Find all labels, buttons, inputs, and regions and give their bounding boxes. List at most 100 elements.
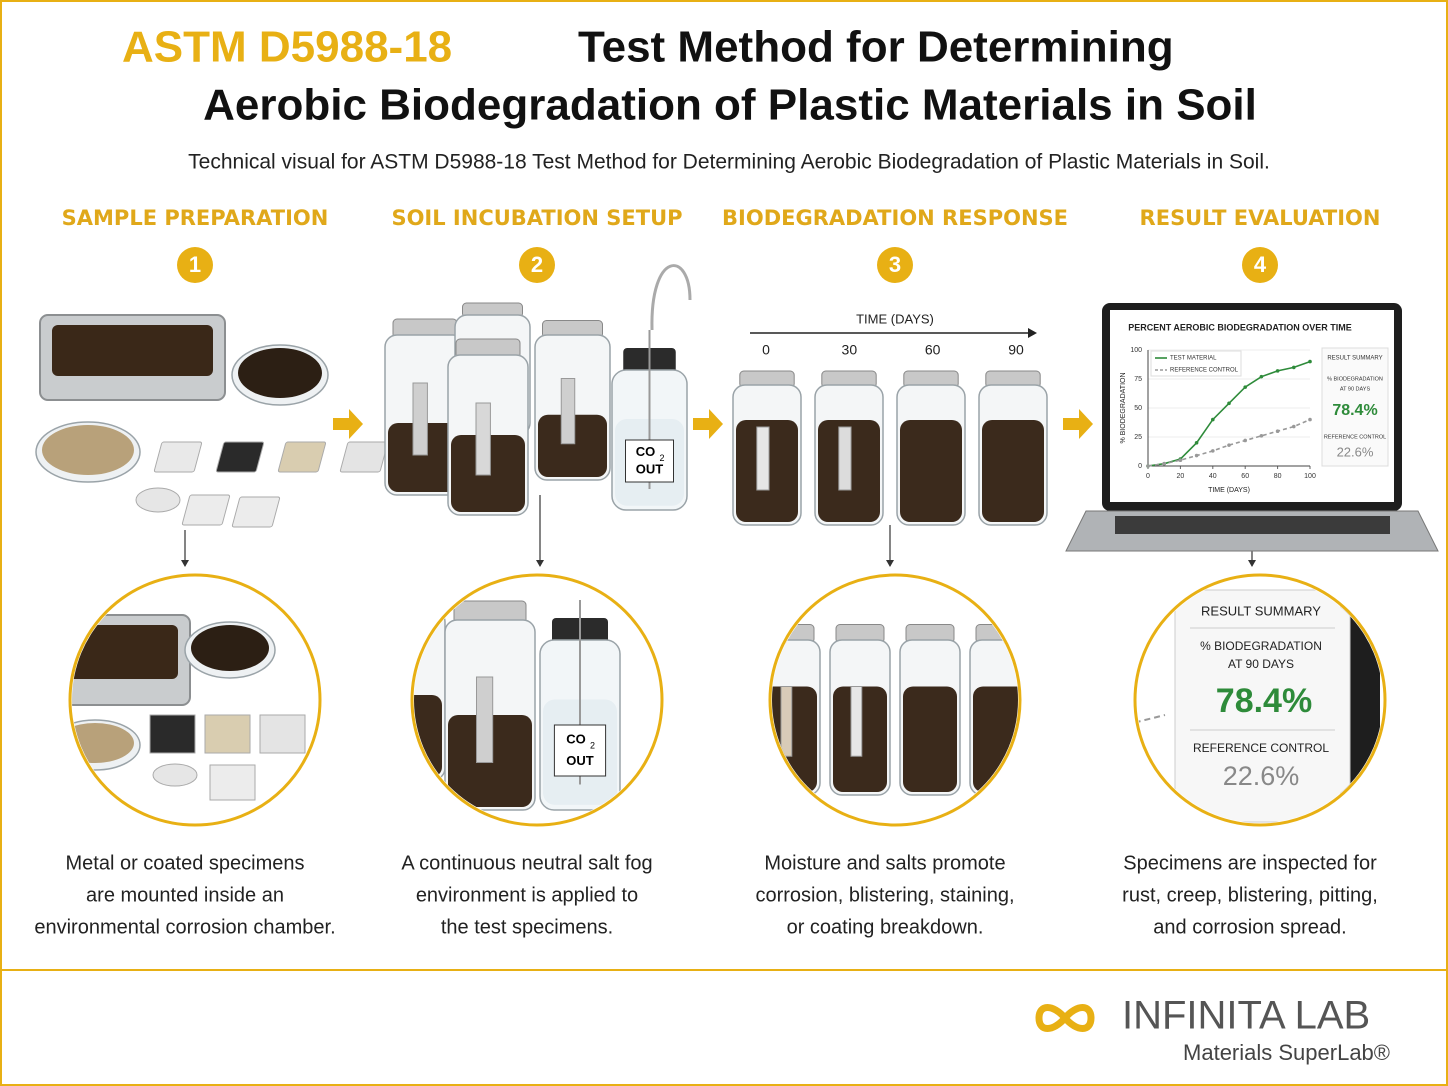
chart-title: PERCENT AEROBIC BIODEGRADATION OVER TIME [1128, 322, 1352, 332]
series-point [1308, 417, 1312, 422]
timeline-tick: 90 [1008, 342, 1024, 358]
y-axis-label: % BIODEGRADATION [1120, 372, 1127, 443]
step1-zoom [72, 614, 306, 801]
flow-arrow [333, 409, 363, 439]
legend-label: REFERENCE CONTROL [1170, 368, 1239, 374]
timeline-label: TIME (DAYS) [856, 311, 934, 326]
x-tick-label: 60 [1241, 473, 1249, 480]
summary-ref-label: REFERENCE CONTROL [1324, 434, 1386, 440]
logo: INFINITA LAB Materials SuperLab® [1035, 994, 1390, 1065]
standard-code: ASTM D5988-18 [122, 23, 452, 72]
step-caption: Moisture and salts promote [764, 852, 1005, 874]
y-tick-label: 75 [1134, 376, 1142, 383]
step-number: 4 [1254, 252, 1267, 277]
step-number: 3 [889, 252, 901, 277]
dish-content [42, 425, 134, 475]
summary-metric-sub: AT 90 DAYS [1340, 386, 1371, 392]
summary-ref-label: REFERENCE CONTROL [1193, 741, 1329, 755]
series-point [1308, 359, 1312, 364]
tray-soil [52, 325, 213, 376]
specimen [850, 686, 863, 757]
series-point [1275, 369, 1280, 373]
x-tick-label: 0 [1146, 473, 1150, 480]
jar-soil [388, 423, 462, 492]
out-text: OUT [636, 462, 664, 477]
y-tick-label: 100 [1130, 347, 1142, 354]
specimen-panel [153, 441, 203, 473]
step-caption: are mounted inside an [86, 884, 284, 906]
timeline-head [1028, 328, 1037, 338]
step-caption: or coating breakdown. [787, 916, 984, 938]
step-caption: corrosion, blistering, staining, [755, 884, 1014, 906]
step-badge [1242, 247, 1278, 283]
co2-label [553, 724, 607, 777]
x-tick-label: 100 [1304, 473, 1316, 480]
series-point [1259, 374, 1264, 379]
series-point [1292, 365, 1296, 370]
y-tick-label: 50 [1134, 405, 1142, 412]
step-caption: Specimens are inspected for [1123, 852, 1377, 874]
series-point [1243, 438, 1247, 443]
step2-zoom: CO 2 OUT [414, 592, 621, 811]
co2-subscript: 2 [590, 741, 595, 751]
zoom-ref-line [1137, 714, 1166, 726]
pointer-head [536, 560, 544, 567]
series-point [1243, 385, 1247, 389]
summary-panel [1321, 347, 1389, 467]
series-point [1146, 464, 1150, 468]
series-point [1292, 424, 1296, 429]
step3-zoom [772, 624, 1018, 796]
series-point [1227, 443, 1231, 447]
specimen [780, 686, 793, 757]
step-caption: environmental corrosion chamber. [34, 916, 335, 938]
specimen-panel [181, 494, 231, 526]
legend-label: TEST MATERIAL [1170, 356, 1217, 362]
specimen-panel [277, 441, 327, 473]
timeline-tick: 30 [842, 342, 858, 358]
specimen-panel [339, 441, 389, 473]
y-tick-label: 0 [1138, 463, 1142, 470]
step-caption: the test specimens. [441, 916, 613, 938]
x-axis-label: TIME (DAYS) [1208, 487, 1250, 494]
series-point [1178, 458, 1183, 463]
co2-text: CO [566, 732, 586, 747]
zoom-summary [1174, 589, 1351, 823]
step-caption: A continuous neutral salt fog [401, 852, 652, 874]
summary-title: RESULT SUMMARY [1327, 356, 1382, 362]
title-line-1: Test Method for Determining [578, 23, 1174, 72]
step-caption: Metal or coated specimens [65, 852, 304, 874]
summary-metric: % BIODEGRADATION [1200, 639, 1322, 653]
step-badge [177, 247, 213, 283]
disc [152, 763, 198, 787]
jar-soil [903, 686, 957, 792]
step-title: BIODEGRADATION RESPONSE [722, 206, 1068, 230]
series-point [1259, 434, 1264, 438]
step-number: 2 [531, 252, 543, 277]
pointer-head [181, 560, 189, 567]
co2-subscript: 2 [660, 453, 665, 463]
series-point [1275, 429, 1280, 434]
specimen [838, 426, 852, 491]
subtitle: Technical visual for ASTM D5988-18 Test … [188, 151, 1270, 174]
step3-illustration: TIME (DAYS) 0 30 60 90 [732, 311, 1048, 526]
x-tick-label: 40 [1209, 473, 1217, 480]
series-point [1211, 449, 1215, 453]
jar-soil [538, 414, 607, 477]
summary-ref-value: 22.6% [1223, 761, 1300, 791]
out-text: OUT [566, 753, 594, 768]
series-point [1194, 453, 1199, 458]
specimen-panel [149, 714, 196, 754]
flow-arrow [1063, 409, 1093, 439]
specimen-panel [209, 764, 256, 801]
summary-title: RESULT SUMMARY [1201, 603, 1321, 618]
dish-content [191, 625, 269, 671]
y-tick-label: 25 [1134, 434, 1142, 441]
step-badge [877, 247, 913, 283]
timeline-tick: 0 [762, 342, 770, 358]
step-badge [519, 247, 555, 283]
pointer-head [1248, 560, 1256, 567]
step-title: RESULT EVALUATION [1140, 206, 1381, 230]
step-title: SOIL INCUBATION SETUP [391, 206, 682, 230]
